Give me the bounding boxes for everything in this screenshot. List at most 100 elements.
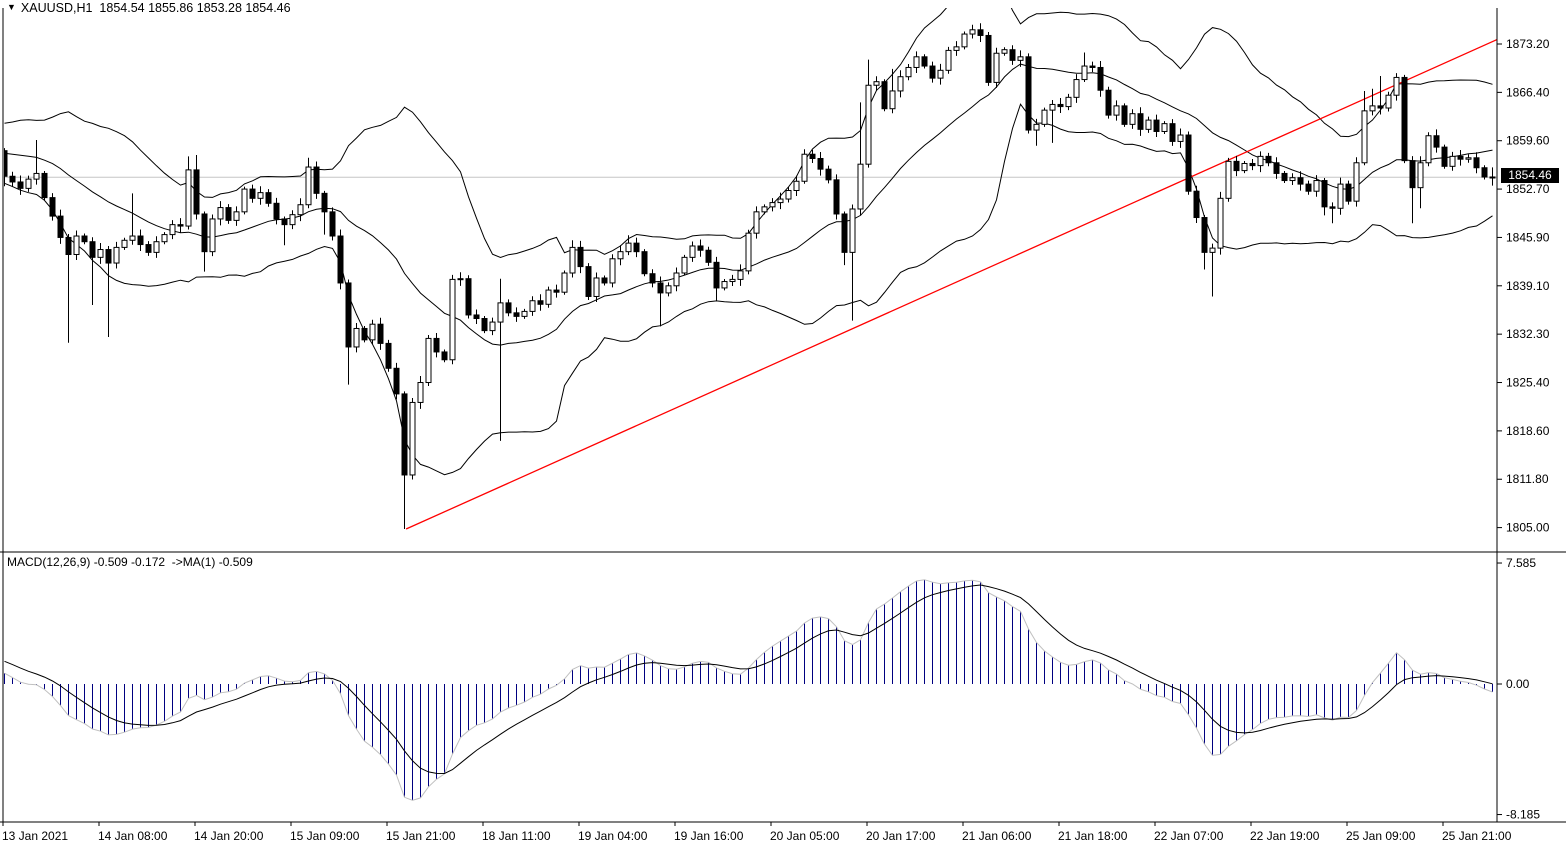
price-panel[interactable] [2,0,1505,530]
candle[interactable] [673,272,680,287]
candle[interactable] [25,178,32,189]
candle[interactable] [1345,183,1352,202]
candle[interactable] [481,318,488,332]
candle[interactable] [345,282,352,348]
candle[interactable] [241,188,248,213]
candle[interactable] [777,198,784,204]
candle[interactable] [817,157,824,170]
candle[interactable] [489,321,496,332]
candle[interactable] [1153,119,1160,132]
candle[interactable] [1209,247,1216,253]
candle[interactable] [1017,56,1024,61]
candle[interactable] [649,273,656,284]
candle[interactable] [177,224,184,227]
candle[interactable] [1273,162,1280,174]
candle[interactable] [593,277,600,297]
candle[interactable] [1097,66,1104,91]
candle[interactable] [825,168,832,181]
candle[interactable] [1057,103,1064,108]
candle[interactable] [289,214,296,226]
candle[interactable] [1217,197,1224,249]
candle[interactable] [201,213,208,253]
candle[interactable] [1305,183,1312,192]
candle[interactable] [1313,180,1320,192]
candle[interactable] [1009,49,1016,61]
candle[interactable] [721,281,728,289]
candle[interactable] [841,213,848,253]
candle[interactable] [457,278,464,281]
candle[interactable] [145,244,152,253]
candle[interactable] [1193,190,1200,219]
candle[interactable] [833,179,840,215]
candle[interactable] [633,242,640,253]
candle[interactable] [697,245,704,251]
candle[interactable] [625,242,632,253]
candle[interactable] [681,256,688,274]
candle[interactable] [761,206,768,213]
candle[interactable] [1281,172,1288,182]
candle[interactable] [1489,176,1496,179]
candle[interactable] [729,278,736,283]
candle[interactable] [281,218,288,226]
candle[interactable] [737,270,744,280]
candle[interactable] [617,251,624,260]
candle[interactable] [1225,160,1232,199]
symbol-dropdown-icon[interactable]: ▼ [7,2,16,12]
candle[interactable] [969,29,976,35]
candle[interactable] [801,153,808,182]
candle[interactable] [577,246,584,268]
candle[interactable] [1185,134,1192,192]
candle[interactable] [745,232,752,272]
candle[interactable] [1145,119,1152,130]
candle[interactable] [465,278,472,316]
candle[interactable] [921,56,928,67]
candle[interactable] [961,33,968,48]
candle[interactable] [1441,146,1448,167]
candle[interactable] [1169,123,1176,142]
candle[interactable] [161,234,168,243]
candle[interactable] [585,266,592,297]
candle[interactable] [1081,65,1088,81]
candle[interactable] [329,211,336,237]
candle[interactable] [409,401,416,476]
candle[interactable] [353,327,360,348]
candle[interactable] [449,278,456,361]
candle[interactable] [1409,160,1416,189]
candle[interactable] [665,285,672,294]
candle[interactable] [977,29,984,36]
candle[interactable] [17,181,24,189]
candle[interactable] [249,188,256,199]
candle[interactable] [41,172,48,199]
candle[interactable] [601,277,608,284]
candle[interactable] [945,49,952,71]
candle[interactable] [793,180,800,192]
candle[interactable] [1465,157,1472,160]
candle[interactable] [1113,105,1120,116]
candle[interactable] [713,261,720,289]
candle[interactable] [1361,110,1368,164]
candle[interactable] [1129,113,1136,125]
candle[interactable] [153,241,160,253]
candle[interactable] [1337,183,1344,209]
candle[interactable] [1177,134,1184,142]
candle[interactable] [505,302,512,314]
candle[interactable] [217,207,224,220]
candle[interactable] [97,249,104,258]
candle[interactable] [1385,94,1392,109]
candle[interactable] [689,245,696,258]
candle[interactable] [889,90,896,110]
candle[interactable] [657,282,664,294]
candle[interactable] [849,208,856,253]
candle[interactable] [1041,109,1048,125]
candle[interactable] [57,215,64,238]
candle[interactable] [1473,157,1480,169]
candle[interactable] [857,163,864,210]
candle[interactable] [1137,113,1144,130]
candle[interactable] [1481,167,1488,178]
candle[interactable] [9,175,16,183]
candle[interactable] [129,235,136,241]
candle[interactable] [369,323,376,341]
candle[interactable] [1353,162,1360,202]
candle[interactable] [873,81,880,86]
candle[interactable] [193,169,200,215]
